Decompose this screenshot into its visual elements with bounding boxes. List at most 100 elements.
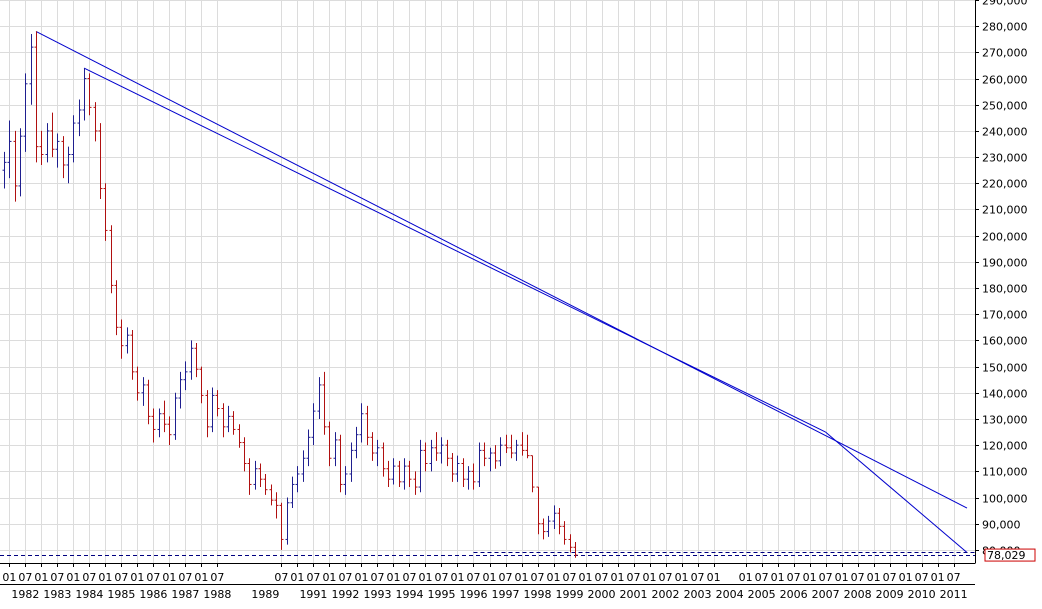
y-tick-label: 230,000 xyxy=(982,152,1028,165)
x-month-label: 07 xyxy=(434,571,448,584)
x-year-label: 1998 xyxy=(524,588,552,601)
x-month-label: 07 xyxy=(50,571,64,584)
x-month-label: 01 xyxy=(386,571,400,584)
y-tick-label: 170,000 xyxy=(982,309,1028,322)
x-year-label: 2007 xyxy=(812,588,840,601)
x-month-label: 07 xyxy=(691,571,705,584)
x-month-label: 01 xyxy=(483,571,497,584)
y-tick-label: 270,000 xyxy=(982,47,1028,60)
last-price-tag: 78,029 xyxy=(985,549,1035,562)
x-month-label: 01 xyxy=(2,571,16,584)
x-year-label: 2000 xyxy=(588,588,616,601)
y-tick-label: 220,000 xyxy=(982,178,1028,191)
x-year-label: 1986 xyxy=(139,588,167,601)
x-month-label: 07 xyxy=(755,571,769,584)
x-month-label: 01 xyxy=(835,571,849,584)
x-month-label: 01 xyxy=(130,571,144,584)
x-month-label: 07 xyxy=(531,571,545,584)
y-tick-label: 260,000 xyxy=(982,74,1028,87)
x-month-label: 01 xyxy=(354,571,368,584)
x-month-label: 01 xyxy=(66,571,80,584)
x-month-label: 07 xyxy=(787,571,801,584)
x-month-label: 07 xyxy=(595,571,609,584)
x-month-label: 07 xyxy=(563,571,577,584)
x-year-label: 2003 xyxy=(684,588,712,601)
y-tick-label: 100,000 xyxy=(982,493,1028,506)
x-year-label: 2002 xyxy=(652,588,680,601)
y-tick-label: 240,000 xyxy=(982,126,1028,139)
y-tick-label: 200,000 xyxy=(982,231,1028,244)
y-tick-label: 140,000 xyxy=(982,388,1028,401)
x-year-label: 1985 xyxy=(107,588,135,601)
x-month-label: 01 xyxy=(579,571,593,584)
x-month-label: 07 xyxy=(659,571,673,584)
x-month-label: 01 xyxy=(194,571,208,584)
x-month-label: 01 xyxy=(322,571,336,584)
y-tick-label: 280,000 xyxy=(982,21,1028,34)
x-year-label: 1989 xyxy=(251,588,279,601)
x-month-label: 07 xyxy=(883,571,897,584)
x-year-label: 2005 xyxy=(748,588,776,601)
x-year-label: 1993 xyxy=(363,588,391,601)
x-year-label: 1987 xyxy=(171,588,199,601)
x-month-label: 01 xyxy=(643,571,657,584)
x-month-label: 01 xyxy=(675,571,689,584)
x-year-label: 2009 xyxy=(876,588,904,601)
x-year-label: 2008 xyxy=(844,588,872,601)
x-year-label: 1996 xyxy=(459,588,487,601)
x-month-label: 01 xyxy=(418,571,432,584)
x-month-label: 07 xyxy=(274,571,288,584)
x-month-label: 01 xyxy=(899,571,913,584)
y-tick-label: 180,000 xyxy=(982,283,1028,296)
x-month-label: 07 xyxy=(178,571,192,584)
x-month-label: 07 xyxy=(146,571,160,584)
y-tick-label: 130,000 xyxy=(982,414,1028,427)
x-month-label: 01 xyxy=(931,571,945,584)
x-month-label: 01 xyxy=(867,571,881,584)
x-month-label: 01 xyxy=(34,571,48,584)
x-month-label: 07 xyxy=(947,571,961,584)
x-month-label: 07 xyxy=(627,571,641,584)
x-month-label: 01 xyxy=(450,571,464,584)
x-month-label: 01 xyxy=(98,571,112,584)
x-year-label: 1994 xyxy=(395,588,423,601)
x-month-label: 07 xyxy=(915,571,929,584)
x-year-label: 1982 xyxy=(11,588,39,601)
last-price-label: 78,029 xyxy=(987,549,1026,562)
x-year-label: 2010 xyxy=(908,588,936,601)
y-tick-label: 110,000 xyxy=(982,466,1028,479)
y-tick-label: 210,000 xyxy=(982,204,1028,217)
x-month-label: 01 xyxy=(739,571,753,584)
y-tick-label: 190,000 xyxy=(982,257,1028,270)
x-month-label: 07 xyxy=(338,571,352,584)
x-year-label: 1999 xyxy=(556,588,584,601)
x-month-label: 07 xyxy=(851,571,865,584)
x-year-label: 1991 xyxy=(299,588,327,601)
x-month-label: 01 xyxy=(707,571,721,584)
y-tick-label: 290,000 xyxy=(982,0,1028,8)
x-year-label: 1992 xyxy=(331,588,359,601)
x-year-label: 1997 xyxy=(492,588,520,601)
x-month-label: 07 xyxy=(18,571,32,584)
x-month-label: 01 xyxy=(162,571,176,584)
x-year-label: 1995 xyxy=(427,588,455,601)
x-month-label: 07 xyxy=(114,571,128,584)
y-tick-label: 150,000 xyxy=(982,362,1028,375)
x-month-label: 07 xyxy=(82,571,96,584)
x-month-label: 01 xyxy=(611,571,625,584)
x-year-label: 1983 xyxy=(43,588,71,601)
x-year-label: 1984 xyxy=(75,588,103,601)
x-month-label: 07 xyxy=(210,571,224,584)
x-month-label: 07 xyxy=(499,571,513,584)
y-tick-label: 90,000 xyxy=(982,519,1021,532)
x-year-label: 1988 xyxy=(203,588,231,601)
x-year-label: 2001 xyxy=(620,588,648,601)
x-month-label: 01 xyxy=(547,571,561,584)
y-tick-label: 160,000 xyxy=(982,335,1028,348)
x-month-label: 01 xyxy=(515,571,529,584)
x-month-label: 07 xyxy=(370,571,384,584)
x-month-label: 01 xyxy=(771,571,785,584)
x-month-label: 07 xyxy=(306,571,320,584)
